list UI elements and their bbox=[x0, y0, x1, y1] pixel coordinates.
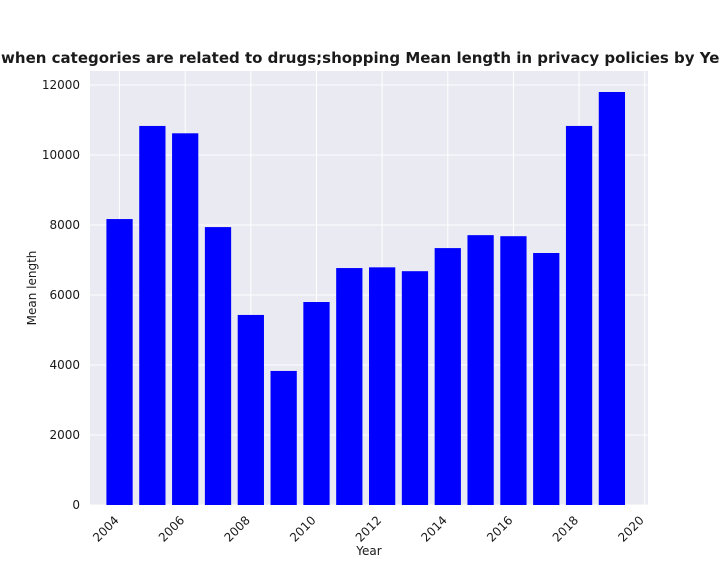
bar-2010 bbox=[303, 302, 330, 505]
x-tick-label: 2016 bbox=[484, 513, 515, 544]
x-tick-label: 2014 bbox=[418, 513, 449, 544]
bar-2008 bbox=[237, 314, 264, 505]
bar-2018 bbox=[565, 125, 593, 505]
x-tick-label: 2018 bbox=[550, 513, 581, 544]
y-tick-label: 2000 bbox=[49, 428, 80, 442]
bar-2011 bbox=[336, 268, 363, 505]
bar-2017 bbox=[533, 253, 560, 505]
x-tick-label: 2010 bbox=[287, 513, 318, 544]
bar-2006 bbox=[172, 133, 199, 506]
x-tick-label: 2004 bbox=[90, 513, 121, 544]
bar-2005 bbox=[139, 125, 166, 505]
bar-2019 bbox=[598, 92, 626, 505]
bar-2015 bbox=[467, 235, 494, 505]
x-tick-label: 2006 bbox=[156, 513, 187, 544]
y-tick-label: 12000 bbox=[42, 78, 80, 92]
bar-2014 bbox=[434, 248, 461, 505]
bar-2009 bbox=[270, 370, 297, 505]
y-tick-label: 8000 bbox=[49, 218, 80, 232]
y-tick-label: 6000 bbox=[49, 288, 80, 302]
x-tick-label: 2020 bbox=[615, 513, 646, 544]
y-tick-label: 4000 bbox=[49, 358, 80, 372]
y-axis-label: Mean length bbox=[25, 251, 39, 326]
x-axis-ticks: 2004 2006 2008 2010 2012 2014 2016 2018 2020 bbox=[90, 513, 647, 544]
y-tick-label: 0 bbox=[72, 498, 80, 512]
chart-title: when categories are related to drugs;sho… bbox=[1, 49, 720, 67]
bar-2013 bbox=[401, 271, 429, 505]
y-axis-ticks: 0 2000 4000 6000 8000 10000 12000 bbox=[42, 78, 80, 512]
x-tick-label: 2008 bbox=[221, 513, 252, 544]
x-tick-label: 2012 bbox=[353, 513, 384, 544]
bar-2004 bbox=[106, 219, 133, 506]
bar-2012 bbox=[369, 267, 396, 505]
x-axis-label: Year bbox=[355, 544, 381, 558]
bars bbox=[106, 92, 626, 506]
bar-2007 bbox=[204, 227, 232, 505]
bar-2016 bbox=[500, 236, 527, 505]
y-tick-label: 10000 bbox=[42, 148, 80, 162]
